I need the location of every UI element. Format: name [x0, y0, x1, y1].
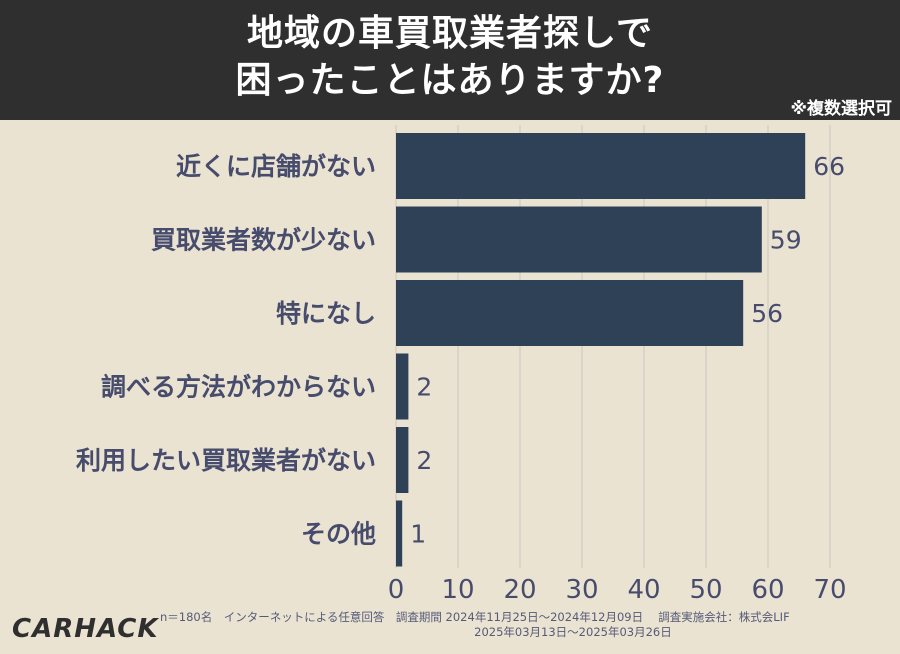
- category-label-5: その他: [301, 520, 376, 549]
- bar-chart: 66 近くに店舗がない 59 買取業者数が少ない 56 特になし 2 調べる方法がわからない 2…: [76, 125, 847, 605]
- value-label-1: 59: [770, 226, 802, 255]
- bar-0: [396, 133, 806, 199]
- x-tick-label-0: 0: [388, 575, 405, 605]
- x-tick-label-4: 40: [627, 575, 660, 605]
- category-label-3: 調べる方法がわからない: [101, 373, 376, 402]
- survey-info: n＝180名 インターネットによる任意回答 調査期間 2024年11月25日～2…: [160, 610, 790, 639]
- value-label-4: 2: [416, 446, 432, 475]
- category-label-0: 近くに店舗がない: [176, 152, 376, 181]
- bar-1: [396, 206, 762, 273]
- x-tick-label-7: 70: [813, 575, 846, 605]
- x-tick-label-6: 60: [751, 575, 784, 605]
- bar-3: [396, 353, 409, 420]
- x-tick-label-3: 30: [565, 575, 598, 605]
- x-tick-label-5: 50: [689, 575, 722, 605]
- page-title: 地域の車買取業者探しで 困ったことはありますか?: [235, 13, 665, 101]
- value-label-5: 1: [410, 520, 426, 549]
- multiple-choice-note: ※複数選択可: [790, 99, 892, 119]
- value-label-0: 66: [813, 152, 845, 181]
- x-tick-label-1: 10: [441, 575, 474, 605]
- bar-2: [396, 280, 744, 346]
- category-label-2: 特になし: [276, 299, 376, 328]
- header: 地域の車買取業者探しで 困ったことはありますか? ※複数選択可: [0, 0, 900, 120]
- x-tick-label-2: 20: [503, 575, 536, 605]
- value-label-2: 56: [751, 299, 783, 328]
- category-label-1: 買取業者数が少ない: [151, 226, 376, 255]
- value-label-3: 2: [416, 373, 432, 402]
- category-label-4: 利用したい買取業者がない: [76, 446, 376, 475]
- bar-4: [396, 427, 409, 493]
- carhack-logo: CARHACK: [12, 614, 159, 644]
- bar-5: [396, 500, 403, 567]
